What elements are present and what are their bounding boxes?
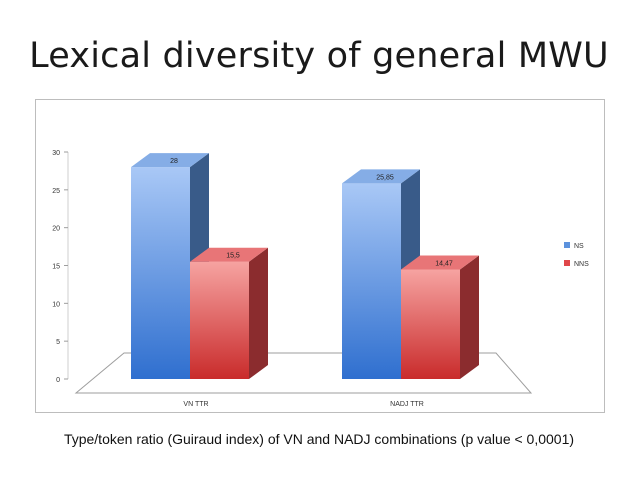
bar-top-face <box>342 169 420 184</box>
bar-front-face <box>190 261 249 379</box>
y-tick-label: 30 <box>52 150 60 157</box>
chart-area: 0 5 10 15 20 25 30 VN TTR NADJ TTR 28 15,5 25,85 14… <box>35 99 605 413</box>
legend-item-ns: NS <box>564 242 584 250</box>
x-category-label: VN TTR <box>183 401 208 408</box>
bar-nns-vn-ttr: 15,5 <box>190 247 268 379</box>
y-tick-label: 0 <box>56 377 60 384</box>
legend-swatch <box>564 260 570 266</box>
y-tick-label: 15 <box>52 264 60 271</box>
legend-item-nns: NNS <box>564 260 589 268</box>
y-tick-label: 10 <box>52 301 60 308</box>
y-tick-label: 5 <box>56 339 60 346</box>
x-category-label: NADJ TTR <box>390 401 424 408</box>
legend-label: NS <box>574 243 584 250</box>
bar-front-face <box>401 269 460 379</box>
bar-side-face <box>249 247 268 379</box>
data-label: 28 <box>170 158 178 165</box>
data-label: 15,5 <box>226 253 240 260</box>
bar-top-face <box>401 255 479 270</box>
bar-top-face <box>131 153 209 168</box>
y-tick-label: 25 <box>52 188 60 195</box>
bar-front-face <box>131 167 190 379</box>
legend-swatch <box>564 242 570 248</box>
bar-chart: 0 5 10 15 20 25 30 VN TTR NADJ TTR 28 15,5 25,85 14… <box>52 150 589 408</box>
data-label: 25,85 <box>376 174 394 181</box>
bar-front-face <box>342 183 401 379</box>
y-tick-label: 20 <box>52 226 60 233</box>
bar-nns-nadj-ttr: 14,47 <box>401 255 479 379</box>
chart-caption: Type/token ratio (Guiraud index) of VN a… <box>63 431 575 447</box>
slide-title: Lexical diversity of general MWU <box>29 36 609 76</box>
data-label: 14,47 <box>435 261 453 268</box>
bar-top-face <box>190 247 268 262</box>
legend-label: NNS <box>574 261 589 268</box>
bar-side-face <box>460 255 479 379</box>
